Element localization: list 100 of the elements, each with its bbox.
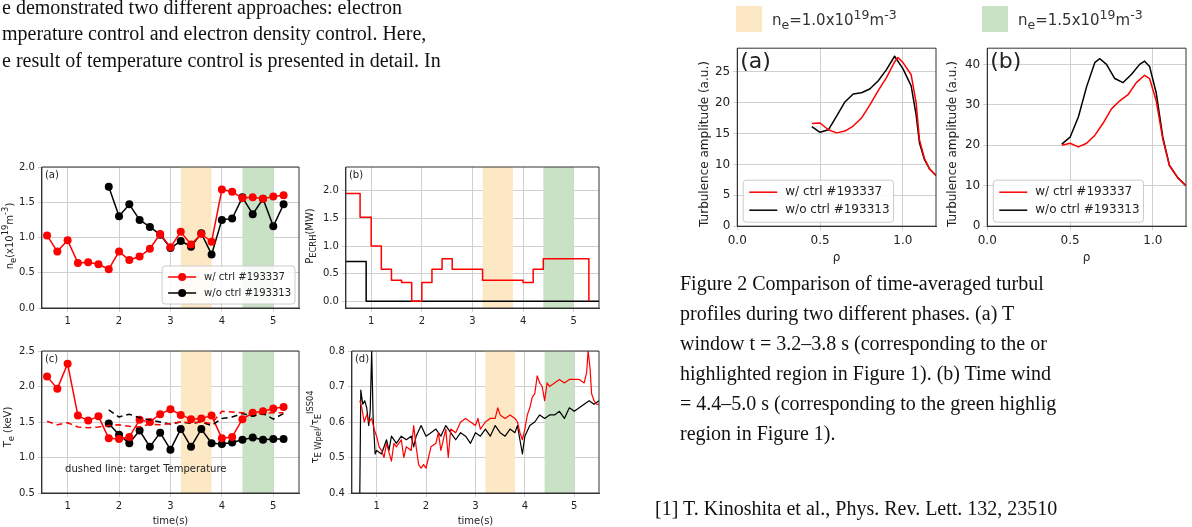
point	[217, 185, 226, 194]
text: highlighted region in Figure 1). (b) Time wind	[680, 361, 1052, 386]
chart-title: n$_{e}$=1.0x10$^{19}$m$^{-3}$	[772, 6, 897, 32]
point	[125, 432, 134, 441]
annotation: (b)	[348, 168, 364, 180]
y-tick-label: 0.7	[329, 380, 345, 392]
point	[43, 231, 52, 240]
x-tick-label: 0.5	[810, 232, 830, 247]
point	[238, 415, 247, 424]
point	[63, 359, 72, 368]
point	[63, 236, 72, 245]
legend-label: w/o ctrl #193313	[1035, 202, 1140, 217]
y-axis-title: Turbulence amplitude (a.u.)	[697, 60, 711, 227]
point	[145, 222, 154, 231]
text: [1] T. Kinoshita et al., Phys. Rev. Lett. 132, 23510	[655, 496, 1058, 521]
point	[43, 372, 52, 381]
point	[217, 215, 226, 224]
point	[166, 405, 175, 414]
x-tick-label: 2	[115, 499, 123, 511]
y-tick-label: 0.0	[323, 294, 339, 306]
point	[115, 247, 124, 256]
x-axis-title: ρ	[1082, 249, 1091, 264]
point	[104, 182, 113, 191]
point	[279, 435, 288, 444]
chart-title: n$_{e}$=1.5x10$^{19}$m$^{-3}$	[1018, 6, 1143, 32]
point	[228, 432, 237, 441]
point	[156, 410, 165, 419]
y-tick-label: 15	[714, 125, 731, 140]
point	[84, 416, 93, 425]
point	[187, 442, 196, 451]
x-tick-label: 1	[368, 314, 375, 326]
caption: Figure 2 Comparison of time-averaged turbul	[680, 271, 1044, 296]
point	[94, 412, 103, 421]
point	[115, 212, 124, 221]
x-tick-label: 3	[167, 499, 174, 511]
point	[145, 442, 154, 451]
point	[145, 244, 154, 253]
point	[115, 435, 124, 444]
text: e result of temperature control is presented in detail. In	[2, 48, 441, 73]
point	[259, 435, 268, 444]
x-tick-label: 5	[570, 314, 577, 326]
point	[135, 252, 144, 261]
y-tick-label: 0.5	[19, 486, 35, 498]
line-series	[108, 409, 285, 427]
x-tick-label: 0.5	[1060, 232, 1080, 247]
point	[248, 433, 257, 442]
text: = 4.4–5.0 s (corresponding to the green highlig	[680, 391, 1057, 416]
x-tick-label: 5	[270, 499, 277, 511]
annotation: (d)	[354, 352, 370, 364]
y-tick-label: 0	[972, 218, 981, 233]
point	[104, 265, 113, 274]
y-tick-label: 25	[714, 63, 731, 78]
point	[207, 237, 216, 246]
y-tick-label: 0	[722, 218, 731, 233]
point	[279, 200, 288, 209]
x-axis-title: ρ	[832, 249, 841, 264]
y-tick-label: 10	[964, 177, 981, 192]
point	[135, 215, 144, 224]
x-tick-label: 2	[422, 499, 430, 511]
x-tick-label: 4	[218, 499, 226, 511]
y-tick-label: 0.5	[19, 266, 35, 278]
x-tick-label: 3	[472, 499, 479, 511]
y-tick-label: 20	[964, 137, 981, 152]
x-tick-label: 3	[469, 314, 476, 326]
point	[207, 439, 216, 448]
point	[228, 187, 237, 196]
y-tick-label: 2.0	[19, 380, 35, 392]
annotation: (c)	[44, 352, 59, 364]
point	[248, 210, 257, 219]
point	[238, 435, 247, 444]
point	[176, 425, 185, 434]
x-tick-label: 3	[167, 314, 174, 326]
point	[73, 411, 82, 420]
y-tick-label: 40	[964, 56, 981, 71]
x-tick-label: 5	[270, 314, 277, 326]
legend-label: w/ ctrl #193337	[1035, 184, 1133, 199]
y-tick-label: 0.5	[323, 267, 339, 279]
x-tick-label: 1	[64, 499, 71, 511]
point	[156, 428, 165, 437]
legend-label: w/ ctrl #193337	[785, 184, 883, 199]
annotation: (a)	[740, 47, 771, 73]
point	[279, 191, 288, 200]
y-tick-label: 1.5	[323, 212, 339, 224]
point	[53, 384, 62, 393]
point	[197, 425, 206, 434]
x-tick-label: 1	[373, 499, 380, 511]
legend-label: w/o ctrl #193313	[204, 286, 292, 298]
y-tick-label: 0.4	[329, 486, 345, 498]
point	[166, 445, 175, 454]
point	[269, 222, 278, 231]
y-tick-label: 2.5	[19, 344, 35, 356]
point	[73, 258, 82, 267]
x-tick-label: 4	[521, 499, 529, 511]
legend-label: w/o ctrl #193313	[785, 202, 890, 217]
y-tick-label: 0.0	[19, 301, 35, 313]
point	[269, 435, 278, 444]
x-axis-title: time(s)	[457, 514, 494, 526]
annotation: dushed line: target Temperature	[65, 463, 227, 475]
point	[176, 410, 185, 419]
x-tick-label: 5	[571, 499, 578, 511]
